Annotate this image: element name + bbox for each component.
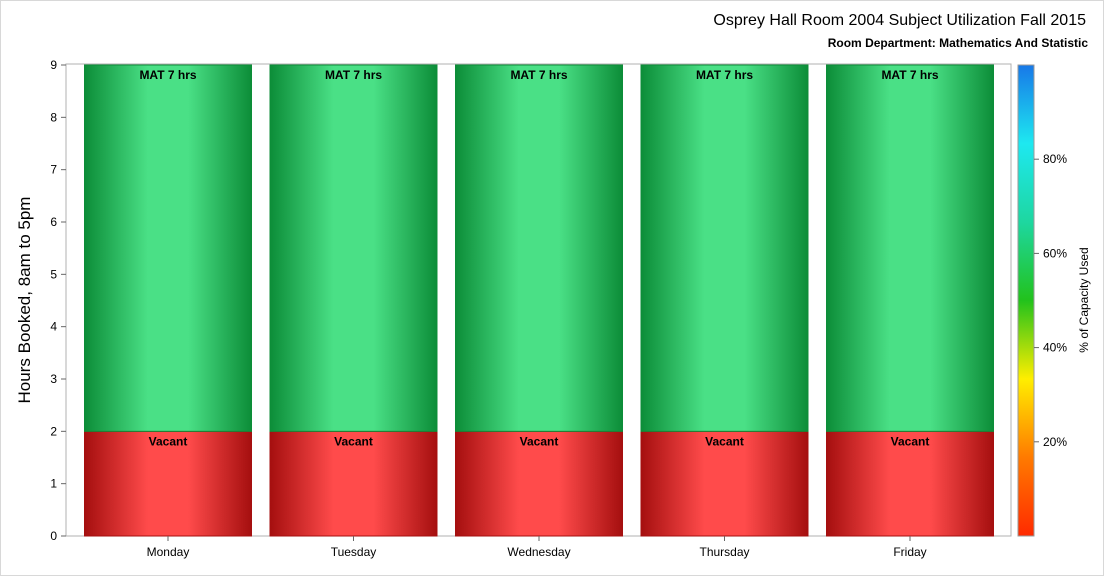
bar-segment	[826, 430, 994, 537]
bar-label: Vacant	[334, 434, 373, 448]
bar-label: MAT 7 hrs	[139, 68, 196, 82]
bars	[84, 64, 994, 537]
bar-label: MAT 7 hrs	[881, 68, 938, 82]
y-axis-label: Hours Booked, 8am to 5pm	[15, 197, 34, 404]
x-tick-label: Monday	[147, 545, 190, 559]
y-tick-label: 4	[50, 320, 57, 334]
y-tick-label: 3	[50, 372, 57, 386]
bar-segment	[640, 64, 809, 432]
y-tick-label: 7	[50, 163, 57, 177]
y-tick-label: 2	[50, 424, 57, 438]
bar-segment	[84, 430, 252, 537]
y-tick-label: 8	[50, 110, 57, 124]
bar-segment	[826, 64, 994, 432]
colorbar: 20% 40% 60% 80%	[1017, 64, 1067, 537]
y-tick-label: 9	[50, 58, 57, 72]
bar-segment	[84, 64, 252, 432]
bar-label: MAT 7 hrs	[325, 68, 382, 82]
x-tick-label: Wednesday	[507, 545, 570, 559]
x-tick-label: Friday	[893, 545, 926, 559]
colorbar-tick-label: 60%	[1043, 246, 1067, 260]
colorbar-label: % of Capacity Used	[1077, 247, 1091, 352]
bar-labels: Vacant MAT 7 hrs Vacant MAT 7 hrs Vacant MAT …	[139, 68, 938, 448]
bar-segment	[455, 64, 623, 432]
y-tick-label: 1	[50, 477, 57, 491]
colorbar-ramp	[1017, 64, 1035, 537]
colorbar-tick-label: 20%	[1043, 435, 1067, 449]
bar-label: Vacant	[705, 434, 744, 448]
y-tick-label: 5	[50, 267, 57, 281]
chart-title: Osprey Hall Room 2004 Subject Utilizatio…	[713, 12, 1086, 29]
x-tick-label: Thursday	[699, 545, 749, 559]
colorbar-tick-label: 40%	[1043, 341, 1067, 355]
bar-label: Vacant	[149, 434, 188, 448]
bar-label: Vacant	[520, 434, 559, 448]
x-tick-label: Tuesday	[331, 545, 377, 559]
bar-segment	[269, 64, 438, 432]
bar-label: MAT 7 hrs	[696, 68, 753, 82]
colorbar-tick-label: 80%	[1043, 152, 1067, 166]
y-tick-label: 0	[50, 529, 57, 543]
bar-segment	[269, 430, 438, 537]
chart-subtitle: Room Department: Mathematics And Statist…	[827, 36, 1088, 50]
bar-label: MAT 7 hrs	[510, 68, 567, 82]
y-tick-label: 6	[50, 215, 57, 229]
y-axis: 0 1 2 3 4 5 6 7 8 9	[50, 58, 66, 543]
bar-label: Vacant	[891, 434, 930, 448]
x-axis: Monday Tuesday Wednesday Thursday Friday	[147, 536, 927, 559]
